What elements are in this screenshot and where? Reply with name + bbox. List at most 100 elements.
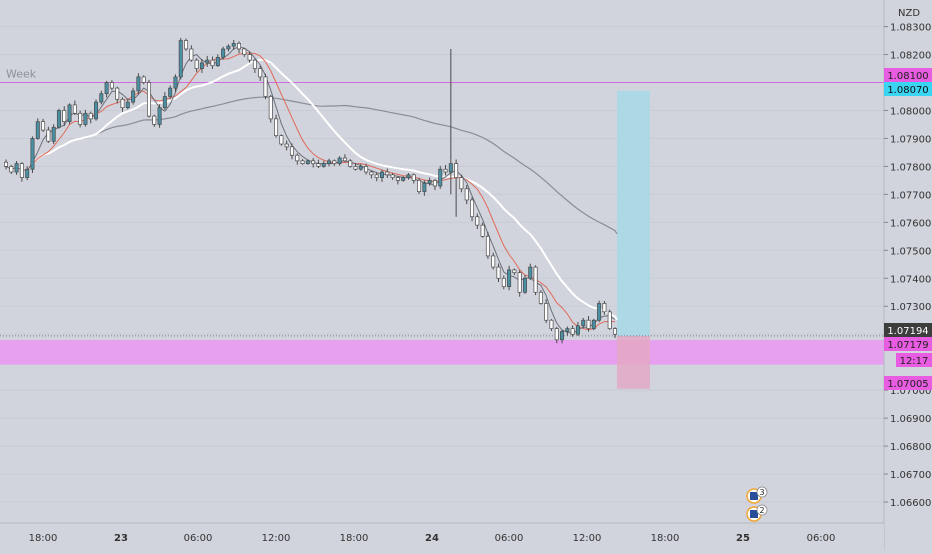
candle[interactable]	[295, 153, 300, 165]
candle[interactable]	[41, 118, 46, 132]
candle[interactable]	[221, 46, 226, 60]
candle[interactable]	[454, 159, 459, 217]
candle[interactable]	[247, 51, 252, 63]
candle[interactable]	[438, 165, 443, 189]
candle[interactable]	[422, 180, 427, 196]
candle[interactable]	[146, 79, 151, 118]
candle[interactable]	[173, 74, 178, 93]
candle[interactable]	[184, 38, 189, 51]
candle[interactable]	[226, 44, 231, 52]
candle[interactable]	[268, 94, 273, 123]
candle[interactable]	[72, 100, 77, 116]
candle[interactable]	[358, 163, 363, 171]
candle[interactable]	[162, 92, 167, 110]
candle[interactable]	[242, 47, 247, 57]
candle[interactable]	[25, 166, 30, 181]
candle[interactable]	[215, 54, 220, 67]
price-tag[interactable]: 1.08070	[884, 82, 932, 96]
candle[interactable]	[369, 170, 374, 179]
candle[interactable]	[131, 87, 136, 105]
candle[interactable]	[51, 124, 56, 144]
candle[interactable]	[104, 80, 109, 98]
candle[interactable]	[194, 58, 199, 73]
candle[interactable]	[237, 41, 242, 54]
candle[interactable]	[4, 159, 8, 170]
event-marker[interactable]: 2	[746, 504, 768, 522]
candle[interactable]	[507, 265, 512, 291]
candle[interactable]	[554, 326, 559, 344]
candle[interactable]	[62, 106, 67, 127]
candle[interactable]	[586, 316, 591, 332]
candle[interactable]	[379, 169, 384, 182]
candle[interactable]	[342, 154, 347, 163]
moving-average-fast[interactable]	[5, 46, 616, 335]
candle[interactable]	[607, 309, 612, 330]
candle[interactable]	[575, 321, 580, 336]
moving-average-white[interactable]	[5, 58, 618, 321]
candle[interactable]	[459, 174, 464, 193]
candle[interactable]	[258, 65, 263, 81]
candle[interactable]	[427, 177, 432, 186]
candle[interactable]	[517, 270, 522, 297]
candle[interactable]	[581, 317, 586, 329]
candle[interactable]	[485, 231, 490, 259]
event-marker[interactable]: 3	[746, 486, 768, 504]
candle[interactable]	[501, 275, 506, 290]
candle[interactable]	[401, 176, 406, 182]
candle[interactable]	[168, 85, 173, 100]
candle[interactable]	[274, 114, 279, 138]
candle[interactable]	[120, 97, 125, 112]
candle[interactable]	[210, 56, 215, 69]
candle[interactable]	[199, 58, 204, 73]
candle[interactable]	[528, 263, 533, 280]
candle[interactable]	[538, 290, 543, 305]
candle[interactable]	[337, 156, 342, 166]
candle[interactable]	[491, 252, 496, 270]
price-tag[interactable]: 12:17	[896, 353, 932, 367]
candle[interactable]	[178, 37, 183, 80]
candle[interactable]	[316, 159, 321, 169]
candle[interactable]	[448, 48, 453, 195]
price-tag[interactable]: 1.07194	[884, 323, 932, 337]
candle[interactable]	[231, 39, 236, 50]
candle[interactable]	[522, 274, 527, 294]
candle[interactable]	[432, 178, 437, 191]
candle[interactable]	[470, 197, 475, 222]
candle[interactable]	[205, 55, 210, 67]
candle[interactable]	[14, 161, 19, 175]
candle[interactable]	[83, 109, 88, 127]
candle[interactable]	[512, 268, 517, 276]
candle[interactable]	[348, 159, 353, 168]
candle[interactable]	[300, 159, 305, 165]
position-target-area[interactable]	[617, 90, 650, 336]
candle[interactable]	[544, 299, 549, 324]
candle[interactable]	[311, 157, 316, 168]
candle[interactable]	[417, 177, 422, 194]
time-axis[interactable]: 18:00 23 06:00 12:00 18:00 24 06:00 12:00 18:00 2…	[0, 522, 884, 550]
candle[interactable]	[141, 75, 146, 85]
candle[interactable]	[560, 329, 565, 344]
candle[interactable]	[263, 73, 268, 100]
candle[interactable]	[613, 327, 617, 338]
candle[interactable]	[9, 164, 14, 174]
candle[interactable]	[289, 143, 294, 160]
candle[interactable]	[189, 45, 194, 62]
time-axis-panel[interactable]	[0, 523, 884, 550]
candle[interactable]	[35, 118, 40, 140]
candle[interactable]	[46, 126, 51, 143]
candle[interactable]	[549, 318, 554, 332]
candle[interactable]	[109, 80, 114, 91]
candle[interactable]	[443, 165, 448, 176]
candle[interactable]	[157, 104, 162, 128]
candle[interactable]	[395, 176, 400, 185]
candle[interactable]	[19, 162, 24, 182]
candle[interactable]	[30, 136, 35, 173]
price-tag[interactable]: 1.08100	[884, 68, 932, 82]
price-tag[interactable]: 1.07005	[884, 376, 932, 390]
candle[interactable]	[475, 213, 480, 230]
position-stop-area[interactable]	[617, 335, 650, 389]
candle[interactable]	[67, 103, 72, 125]
candle[interactable]	[321, 160, 326, 168]
candle[interactable]	[385, 168, 390, 179]
